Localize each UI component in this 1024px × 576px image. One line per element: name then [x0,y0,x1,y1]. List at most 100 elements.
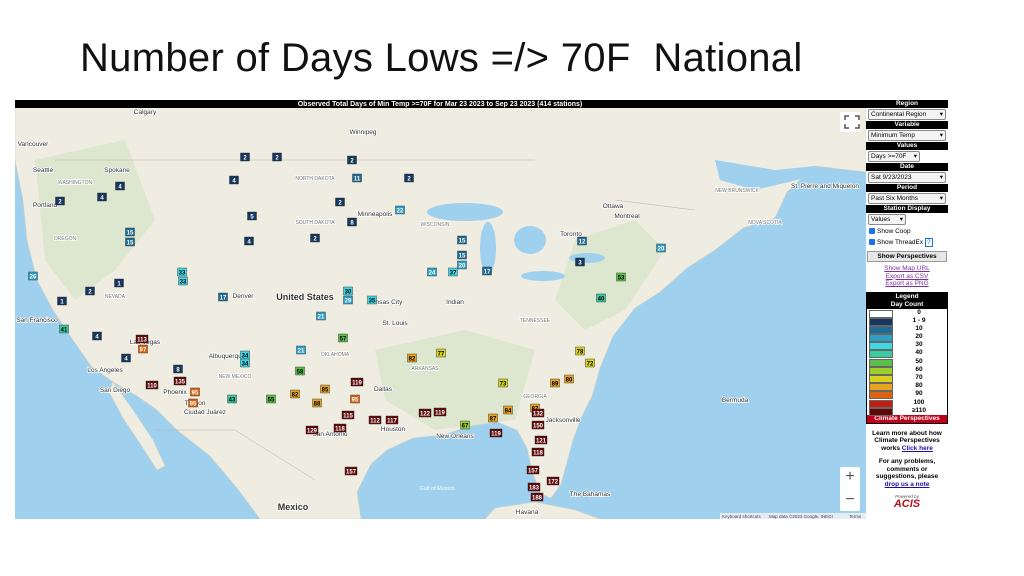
station[interactable]: 95 [350,394,360,403]
station[interactable]: 129 [305,425,319,434]
station[interactable]: 80 [564,374,574,383]
station-marker[interactable] [407,353,417,363]
station[interactable]: 95 [188,398,198,407]
station[interactable]: 8 [173,364,183,374]
station-marker[interactable] [531,447,545,457]
station-marker[interactable] [575,257,585,267]
zoom-out[interactable]: − [845,491,854,508]
station[interactable]: 89 [550,378,560,387]
station[interactable]: 12 [577,236,587,246]
station[interactable]: 4 [229,175,239,184]
station[interactable]: 11 [352,173,362,183]
station[interactable]: 157 [526,465,540,474]
station[interactable]: 55 [266,394,276,403]
station-marker[interactable] [296,345,306,355]
station-marker[interactable] [352,173,362,183]
station[interactable]: 117 [385,415,399,425]
station-marker[interactable] [92,331,102,341]
station-marker[interactable] [527,482,541,492]
station[interactable]: 110 [145,380,159,389]
station-marker[interactable] [404,173,414,183]
station[interactable]: 2 [272,152,282,162]
station-marker[interactable] [436,348,446,358]
station[interactable]: 172 [546,476,560,485]
station[interactable]: 119 [350,377,364,387]
station[interactable]: 188 [530,492,544,501]
station[interactable]: 2 [404,173,414,183]
checkbox-row[interactable]: Show ThreadEx ? [866,237,948,248]
link[interactable]: Export as CSV [885,272,929,280]
station[interactable]: 1 [114,278,124,288]
station[interactable]: 119 [433,407,447,416]
checkbox-row[interactable]: Show Coop [866,226,948,237]
station-marker[interactable] [488,413,498,423]
station-marker[interactable] [114,278,124,288]
station[interactable]: 2 [347,155,357,164]
station-marker[interactable] [368,415,382,425]
station-marker[interactable] [427,267,437,277]
station[interactable]: 24 [427,267,437,277]
station[interactable]: 29 [343,295,353,305]
station-marker[interactable] [385,415,399,425]
station[interactable]: 67 [460,420,470,429]
station[interactable]: 85 [320,384,330,393]
station-marker[interactable] [577,236,587,246]
station-marker[interactable] [367,295,377,305]
station[interactable]: 118 [333,423,347,432]
station[interactable]: 4 [92,331,102,341]
station-marker[interactable] [503,405,513,415]
select[interactable]: Days >=70F [868,151,920,162]
station-marker[interactable] [482,266,492,276]
station[interactable]: 73 [498,378,508,388]
station-marker[interactable] [218,292,228,302]
acis-logo[interactable]: ACIS [893,498,921,511]
station[interactable]: 21 [296,345,306,355]
station[interactable]: 3 [575,257,585,267]
station-marker[interactable] [350,377,364,387]
station-marker[interactable] [173,364,183,374]
station[interactable]: 87 [488,413,498,423]
station-marker[interactable] [247,211,257,221]
station[interactable]: 34 [240,358,250,368]
station[interactable]: 57 [338,333,348,343]
station-marker[interactable] [343,295,353,305]
station[interactable]: 15 [457,250,467,259]
station[interactable]: 20 [457,260,467,269]
station[interactable]: 21 [316,311,326,320]
station-marker[interactable] [190,387,200,397]
help-icon[interactable]: ? [924,238,933,247]
station[interactable]: 2 [240,152,250,161]
station-marker[interactable] [585,358,595,368]
station-marker[interactable] [125,227,135,237]
station[interactable]: 34 [240,350,250,359]
station-marker[interactable] [57,296,67,306]
station-marker[interactable] [59,324,69,334]
station-marker[interactable] [125,237,135,247]
station-marker[interactable] [596,293,606,303]
station[interactable]: 115 [341,410,355,419]
checkbox[interactable] [869,239,875,246]
station[interactable]: 84 [503,405,513,415]
station[interactable]: 30 [343,286,353,295]
station-marker[interactable] [227,394,237,404]
station-marker[interactable] [240,358,250,368]
station-marker[interactable] [338,333,348,343]
station[interactable]: 15 [125,227,135,237]
station-marker[interactable] [272,152,282,162]
station[interactable]: 183 [527,482,541,492]
station-marker[interactable] [498,378,508,388]
station[interactable]: 2 [335,197,345,206]
station[interactable]: 2 [55,196,65,205]
station-marker[interactable] [115,181,125,191]
station-marker[interactable] [344,466,358,476]
station[interactable]: 157 [344,466,358,476]
station-marker[interactable] [534,435,548,445]
select[interactable]: Past Six Months [868,193,946,204]
station[interactable]: 5 [247,211,257,221]
station[interactable]: 58 [295,366,305,375]
station-marker[interactable] [28,271,38,281]
station-marker[interactable] [448,267,458,277]
attribution[interactable]: Terms [849,514,862,519]
station-marker[interactable] [178,276,188,286]
station[interactable]: 4 [115,181,125,191]
